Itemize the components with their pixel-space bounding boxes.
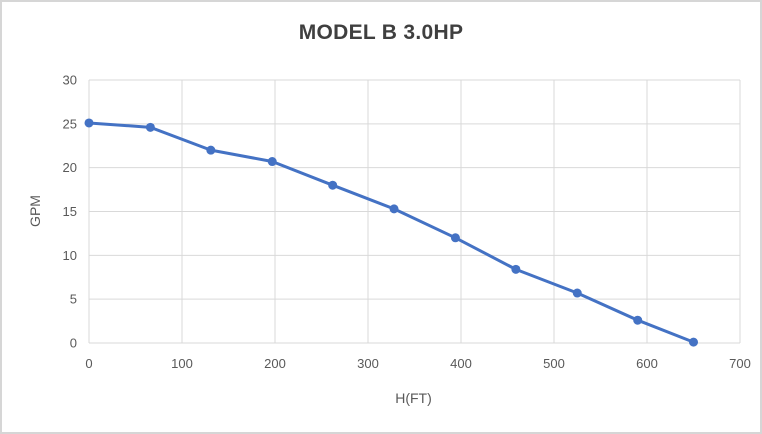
data-point-marker [450,233,460,243]
x-tick-label: 600 [636,356,658,371]
data-point-marker [267,157,277,167]
x-tick-label: 100 [171,356,193,371]
y-tick-label: 5 [70,292,77,307]
x-tick-label: 0 [85,356,92,371]
data-point-marker [511,264,521,274]
data-point-marker [328,180,338,190]
x-tick-label: 500 [543,356,565,371]
y-tick-label: 10 [63,248,77,263]
data-point-marker [145,122,155,132]
data-point-marker [84,118,94,128]
y-tick-label: 20 [63,160,77,175]
x-tick-label: 300 [357,356,379,371]
data-point-marker [389,204,399,214]
data-point-marker [206,145,216,155]
data-point-marker [689,337,698,347]
x-axis-title: H(FT) [395,390,432,406]
x-tick-label: 200 [264,356,286,371]
data-point-marker [572,288,582,298]
x-tick-label: 700 [729,356,751,371]
y-tick-label: 30 [63,73,77,88]
y-tick-label: 25 [63,116,77,131]
series-line [87,121,695,344]
y-tick-label: 15 [63,204,77,219]
data-point-marker [633,315,643,325]
chart-title: MODEL B 3.0HP [298,21,464,44]
x-tick-label: 400 [450,356,472,371]
y-tick-label: 0 [70,336,77,351]
